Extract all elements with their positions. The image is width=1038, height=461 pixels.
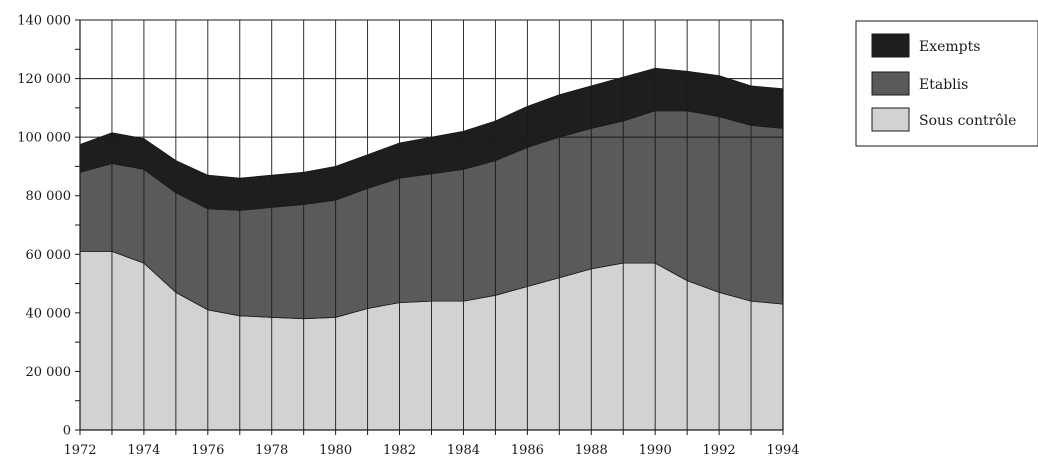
x-tick-label: 1994 <box>766 443 799 458</box>
x-axis-ticks: 1972 1974 1976 1978 1980 1982 1984 1986 1988 1990… <box>63 430 800 458</box>
legend: Exempts Etablis Sous contrôle <box>855 20 1038 147</box>
x-tick-label: 1976 <box>191 443 224 458</box>
legend-label-sous-controle: Sous contrôle <box>919 113 1016 129</box>
x-tick-label: 1992 <box>703 443 736 458</box>
x-tick-label: 1972 <box>63 443 96 458</box>
legend-label-etablis: Etablis <box>919 77 968 93</box>
y-tick-label: 40 000 <box>26 306 72 321</box>
y-axis-ticks: 0 20 000 40 000 60 000 80 000 100 000 120 000 1… <box>17 14 80 439</box>
legend-swatch-sous-controle <box>871 107 910 132</box>
y-tick-label: 140 000 <box>17 14 71 29</box>
vertical-gridlines <box>79 20 784 430</box>
x-tick-label: 1990 <box>639 443 672 458</box>
y-tick-label: 20 000 <box>26 365 72 380</box>
legend-swatch-etablis <box>871 71 910 96</box>
horizontal-gridlines <box>80 19 783 138</box>
legend-swatch-exempts <box>871 33 910 58</box>
y-tick-label: 60 000 <box>26 248 72 263</box>
y-tick-label: 0 <box>63 424 71 439</box>
x-tick-label: 1982 <box>383 443 416 458</box>
y-tick-label: 100 000 <box>17 131 71 146</box>
x-tick-label: 1980 <box>319 443 352 458</box>
y-tick-label: 80 000 <box>26 189 72 204</box>
legend-label-exempts: Exempts <box>919 39 980 55</box>
x-tick-label: 1978 <box>255 443 288 458</box>
y-tick-label: 120 000 <box>17 72 71 87</box>
x-tick-label: 1984 <box>447 443 480 458</box>
x-tick-label: 1986 <box>511 443 544 458</box>
x-tick-label: 1988 <box>575 443 608 458</box>
x-tick-label: 1974 <box>127 443 160 458</box>
